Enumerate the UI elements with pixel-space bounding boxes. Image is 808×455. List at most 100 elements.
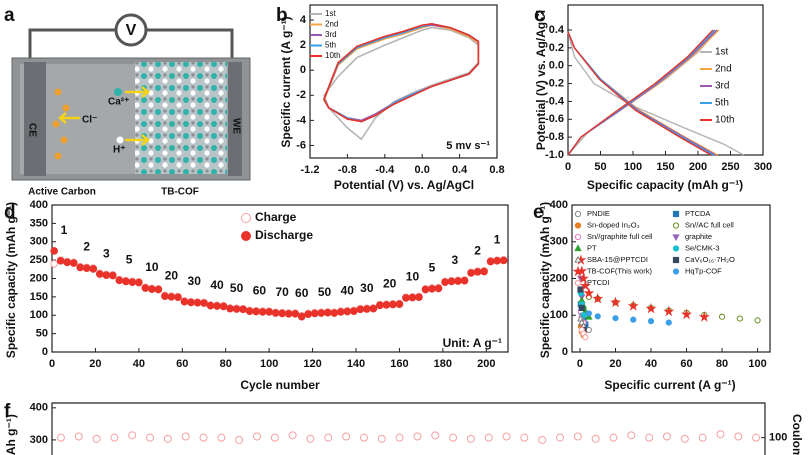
arrow	[125, 86, 150, 98]
legend-label: Sn//AC full cell	[685, 220, 734, 229]
data-point	[252, 432, 261, 441]
data-point	[271, 309, 280, 317]
y-tick-label: 0.4	[549, 24, 565, 36]
data-point	[109, 271, 117, 280]
legend-label: 10th	[325, 51, 341, 60]
x-tick-label: -0.4	[375, 164, 395, 176]
data-point	[645, 302, 657, 314]
data-point	[502, 432, 511, 441]
data-point	[752, 433, 761, 442]
y-tick-label: -1.0	[545, 149, 564, 161]
rate-label: 5	[429, 261, 436, 275]
data-point	[594, 313, 601, 320]
rate-label: 60	[253, 283, 267, 297]
data-point	[662, 432, 671, 441]
legend-label: 5th	[715, 98, 729, 109]
y-tick-label: 200	[550, 272, 568, 284]
x-tick-label: 20	[609, 358, 621, 370]
y-axis-title: mAh g⁻¹)	[4, 414, 18, 455]
data-point	[376, 301, 384, 310]
x-tick-label: 80	[220, 358, 232, 370]
rate-label: 30	[188, 274, 202, 288]
data-point	[585, 310, 592, 317]
legend-swatch	[672, 268, 680, 275]
rate-label: 50	[318, 285, 332, 299]
legend-swatch	[572, 265, 584, 277]
data-point	[480, 267, 488, 276]
data-point	[421, 285, 430, 294]
y-tick-label: 100	[550, 309, 568, 321]
rate-label: 40	[210, 278, 224, 292]
y-tick-label: 0.2	[549, 42, 564, 54]
data-point	[200, 299, 208, 307]
legend-label: 1st	[325, 9, 336, 18]
data-point	[591, 434, 600, 443]
x-tick-label: 140	[347, 358, 365, 370]
legend-label: 3rd	[325, 30, 337, 39]
y-tick-label: -2	[296, 89, 306, 101]
y-tick-label: 2	[300, 39, 306, 51]
x-tick-label: 0	[577, 358, 583, 370]
data-point	[330, 309, 339, 317]
y-tick-label: 0	[42, 346, 48, 358]
y-tick-label: 50	[36, 328, 48, 340]
data-point	[270, 433, 279, 442]
data-point	[92, 434, 101, 443]
data-point	[627, 300, 639, 311]
data-point	[718, 313, 726, 320]
series-line	[323, 22, 480, 123]
data-point	[76, 263, 85, 272]
legend-swatch	[574, 210, 582, 218]
data-point	[187, 298, 195, 307]
y-tick-label: 150	[30, 291, 48, 303]
legend-label: 2nd	[325, 20, 338, 29]
data-point	[627, 431, 636, 440]
data-point	[337, 308, 345, 316]
rate-label: 5	[126, 253, 133, 267]
data-point	[734, 432, 743, 441]
data-point	[317, 309, 326, 317]
x-tick-label: 0.4	[452, 164, 468, 176]
data-point	[148, 285, 156, 293]
y-axis-title: Specific capacity (mAh g⁻¹)	[4, 202, 18, 358]
data-point	[538, 435, 547, 444]
x-tick-label: 0.8	[489, 164, 504, 176]
data-point	[135, 278, 143, 287]
data-point	[89, 265, 98, 273]
data-point	[382, 301, 391, 309]
data-point	[630, 316, 637, 323]
data-point	[50, 247, 58, 255]
y-tick-label: -0.4	[545, 95, 565, 107]
ion-label: Ca²⁺	[108, 97, 129, 108]
data-point	[647, 318, 655, 325]
data-point	[342, 432, 351, 441]
legend-label: Sn-doped In₂O₃	[587, 220, 640, 229]
annotation: Unit: A g⁻¹	[443, 336, 502, 350]
data-point	[680, 434, 689, 443]
x-tick-label: 80	[716, 358, 728, 370]
legend-label: PTCDA	[685, 209, 710, 218]
x-axis-title: Specific current (A g⁻¹)	[604, 378, 735, 392]
x-tick-label: 0	[49, 358, 55, 370]
cof-block	[135, 62, 227, 174]
y-tick-label: 100	[30, 309, 48, 321]
legend-label: 2nd	[715, 64, 732, 75]
frame	[309, 4, 498, 159]
data-point	[102, 271, 111, 279]
legend-swatch	[672, 245, 680, 252]
data-point	[395, 433, 404, 442]
x-tick-label: -0.8	[338, 164, 357, 176]
y-tick-label: 0.0	[549, 60, 564, 72]
data-point	[484, 433, 493, 442]
rate-label: 10	[145, 260, 159, 274]
panel-label: c	[534, 5, 545, 26]
legend-label: Sn//graphite full cell	[587, 232, 653, 241]
y-tick-label: 250	[30, 254, 48, 266]
y-tick-label: 400	[550, 199, 568, 211]
x-axis-title: Specific capacity (mAh g⁻¹)	[587, 178, 743, 192]
legend-swatch	[241, 231, 251, 241]
x-tick-label: -1.2	[301, 164, 320, 176]
data-point	[460, 276, 469, 285]
x-tick-label: 40	[133, 358, 145, 370]
data-point	[415, 293, 423, 302]
